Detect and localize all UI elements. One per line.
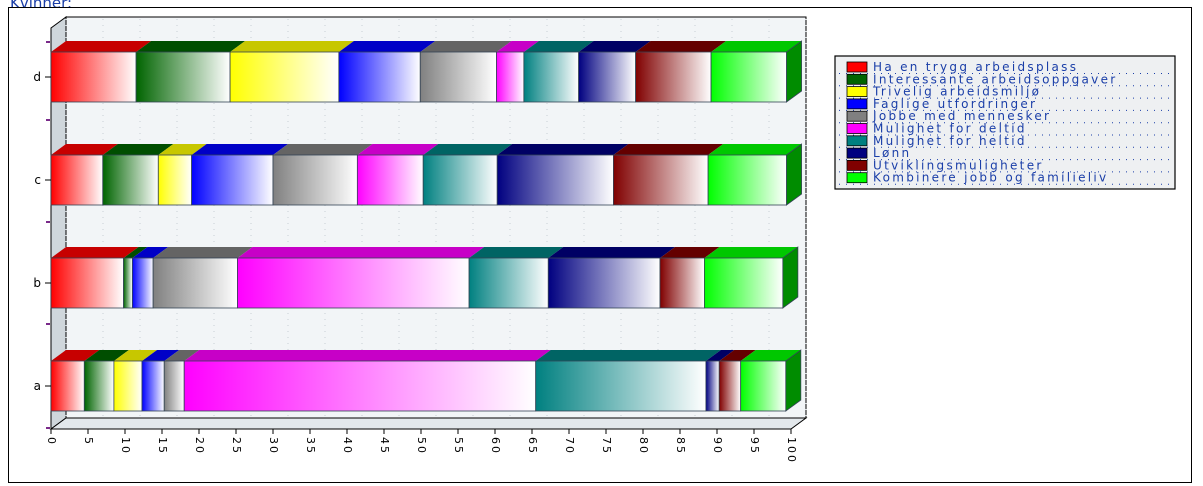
legend-swatch bbox=[846, 135, 868, 147]
category-label: d bbox=[33, 70, 41, 84]
legend-label: Jobbe med mennesker bbox=[872, 109, 1051, 123]
bar-segment bbox=[496, 144, 629, 206]
x-tick-label: 95 bbox=[748, 437, 761, 455]
bar-end-face bbox=[785, 349, 802, 412]
bar-segment bbox=[237, 247, 485, 309]
x-tick-label: 20 bbox=[193, 437, 206, 455]
legend-label: Faglige utfordringer bbox=[873, 97, 1037, 111]
x-tick-label: 40 bbox=[341, 437, 354, 455]
legend-swatch bbox=[846, 110, 868, 122]
bar-segment bbox=[468, 247, 564, 309]
bar-segment bbox=[157, 144, 207, 206]
bar-segment bbox=[50, 350, 100, 412]
bar-segment bbox=[718, 350, 756, 412]
legend-swatch bbox=[846, 73, 868, 85]
x-tick-label: 60 bbox=[489, 437, 502, 455]
bar-segment bbox=[272, 144, 373, 206]
bar-segment bbox=[710, 41, 802, 103]
stacked-bar-chart: 0 5 10 15 20 25 30 35 40 45 50 55 60 65 70 75 80 85 90 95 10… bbox=[33, 16, 1176, 464]
category-label: a bbox=[34, 379, 41, 393]
legend-label: Utviklingsmuligheter bbox=[873, 158, 1044, 172]
legend-box bbox=[834, 55, 1176, 190]
chart-frame: 0 5 10 15 20 25 30 35 40 45 50 55 60 65 70 75 80 85 90 95 10… bbox=[8, 7, 1192, 483]
x-tick-label: 10 bbox=[119, 437, 132, 455]
legend-label: Interessante arbeidsoppgaver bbox=[873, 72, 1118, 86]
axes bbox=[45, 41, 792, 434]
floor bbox=[49, 417, 808, 430]
bar-segment bbox=[547, 247, 676, 309]
category-labels: a b c d bbox=[33, 70, 41, 393]
bar-segment bbox=[338, 41, 436, 103]
legend-swatch bbox=[846, 61, 868, 73]
bar-segment bbox=[113, 350, 158, 412]
legend-swatch bbox=[846, 98, 868, 110]
bar-segment bbox=[659, 247, 720, 309]
x-tick-label: 45 bbox=[378, 437, 391, 455]
bar-segment bbox=[183, 350, 551, 412]
x-tick-label: 65 bbox=[526, 437, 539, 455]
legend-swatch bbox=[846, 86, 868, 97]
legend-label: Mulighet for heltid bbox=[873, 134, 1027, 148]
x-tick-label: 85 bbox=[674, 437, 687, 455]
bar-end-face bbox=[786, 143, 802, 206]
legend-swatch bbox=[846, 123, 868, 134]
legend-swatch bbox=[846, 159, 868, 171]
bar-end-face bbox=[786, 40, 802, 103]
x-tick-label: 5 bbox=[82, 437, 95, 446]
legend-swatch bbox=[846, 147, 868, 159]
bar-segment bbox=[496, 41, 539, 103]
x-tick-label: 70 bbox=[563, 437, 576, 455]
bar-segment bbox=[191, 144, 288, 206]
legend-label: Kombinere jobb og familieliv bbox=[873, 171, 1108, 185]
x-tick-label: 35 bbox=[304, 437, 317, 455]
x-tick-label: 80 bbox=[637, 437, 650, 455]
legend-label: Mulighet for deltid bbox=[873, 122, 1027, 136]
bar-segment bbox=[50, 144, 118, 206]
bar-segment bbox=[613, 144, 724, 206]
bar-segment bbox=[141, 350, 180, 412]
x-axis-ticks: 0 5 10 15 20 25 30 35 40 45 50 55 60 65 70 75 80 85 90 95 10… bbox=[45, 437, 798, 464]
bar-segment bbox=[740, 350, 801, 412]
legend-swatch bbox=[846, 172, 868, 184]
legend-label: Trivelig arbeidsmiljø bbox=[872, 85, 1041, 99]
category-label: b bbox=[33, 276, 41, 290]
bar-segment bbox=[578, 41, 651, 103]
x-tick-label: 50 bbox=[415, 437, 428, 455]
category-label: c bbox=[34, 173, 41, 187]
x-tick-label: 100 bbox=[785, 437, 798, 464]
bar-segment bbox=[135, 41, 246, 103]
bar-segment bbox=[152, 247, 253, 309]
bar-segment bbox=[102, 144, 174, 206]
x-tick-label: 90 bbox=[711, 437, 724, 455]
bar-segment bbox=[229, 41, 354, 103]
bar-segment bbox=[422, 144, 513, 206]
x-tick-label: 75 bbox=[600, 437, 613, 455]
bar-segment bbox=[523, 41, 594, 103]
legend-label: Lønn bbox=[873, 146, 911, 160]
legend-label: Ha en trygg arbeidsplass bbox=[873, 60, 1078, 74]
bar-end-face bbox=[782, 246, 799, 309]
bar-segment bbox=[356, 144, 439, 206]
x-tick-label: 55 bbox=[452, 437, 465, 455]
x-tick-label: 30 bbox=[267, 437, 280, 455]
bar-segment bbox=[635, 41, 727, 103]
bar-segments bbox=[50, 40, 802, 412]
x-tick-label: 25 bbox=[230, 437, 243, 455]
x-tick-label: 0 bbox=[45, 437, 58, 446]
bar-segment bbox=[50, 41, 152, 103]
x-tick-label: 15 bbox=[156, 437, 169, 455]
bar-segment bbox=[535, 350, 721, 412]
